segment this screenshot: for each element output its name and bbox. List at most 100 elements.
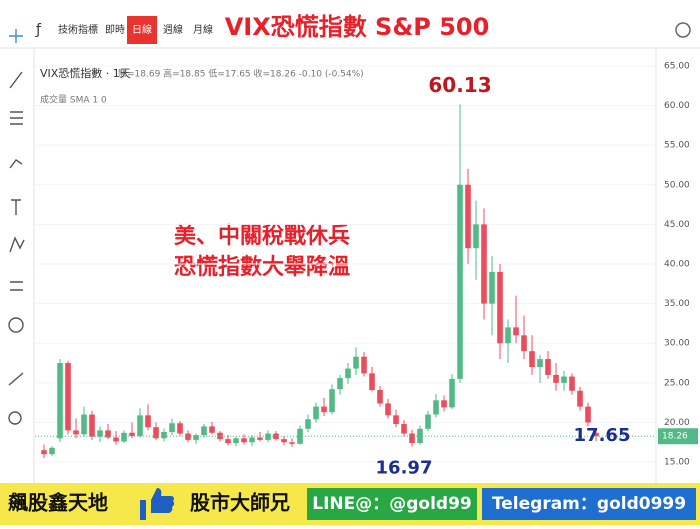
candle-body — [329, 389, 335, 413]
candle-body — [489, 271, 495, 304]
candle-body — [449, 378, 455, 408]
candle-body — [241, 438, 247, 443]
candle-body — [57, 363, 63, 439]
candle-body — [137, 415, 143, 436]
telegram-box[interactable] — [482, 488, 696, 520]
candle-body — [337, 378, 343, 390]
candle-body — [225, 439, 231, 444]
symbol: VIX恐慌指數 · 1天 — [40, 66, 131, 80]
candle-body — [113, 437, 119, 442]
candle-body — [473, 224, 479, 249]
selected-tab — [127, 16, 157, 44]
candle-body — [497, 271, 503, 344]
y-tick-label: 65.00 — [664, 61, 690, 71]
banner-text: 飆股鑫天地 — [8, 491, 108, 515]
candle-body — [409, 433, 415, 444]
candle-body — [401, 424, 407, 434]
y-tick-label: 40.00 — [664, 260, 690, 270]
candle-body — [385, 403, 391, 416]
candle-body — [321, 406, 327, 413]
banner-text: 股市大師兄 — [190, 491, 290, 515]
candle-body — [257, 437, 263, 440]
candle-body — [217, 432, 223, 440]
candle-body — [425, 414, 431, 429]
candle-body — [289, 442, 295, 444]
candle-body — [441, 400, 447, 408]
toolbar-tab[interactable]: 即時 — [105, 24, 125, 36]
candle-body — [233, 438, 239, 444]
y-tick-label: 45.00 — [664, 220, 690, 230]
annotation: 美、中關稅戰休兵 — [174, 223, 350, 249]
candle-body — [369, 373, 375, 390]
y-tick-label: 30.00 — [664, 339, 690, 349]
ohlc-info: 開=18.69 高=18.85 低=17.65 收=18.26 -0.10 (-… — [118, 68, 364, 80]
candle-body — [265, 433, 271, 440]
candle-body — [65, 363, 71, 431]
candle-body — [249, 437, 255, 443]
candle-body — [89, 414, 95, 437]
settings-icon[interactable] — [675, 22, 691, 38]
y-tick-label: 20.00 — [664, 418, 690, 428]
candle-body — [81, 414, 87, 435]
candle-body — [105, 430, 111, 438]
candle-body — [313, 406, 319, 420]
candle-body — [537, 359, 543, 367]
candle-body — [577, 390, 583, 407]
candle-body — [377, 389, 383, 404]
candle-body — [169, 423, 175, 432]
low-label: 16.97 — [376, 457, 433, 478]
candle-body — [193, 435, 199, 440]
candle-body — [201, 426, 207, 436]
candle-body — [97, 430, 103, 437]
candle-body — [393, 415, 399, 425]
candle-body — [345, 368, 351, 379]
tool-icons — [8, 29, 25, 425]
candle-body — [481, 224, 487, 304]
candle-body — [593, 432, 599, 437]
toolbar-tab[interactable]: 週線 — [163, 23, 183, 36]
candle-body — [465, 184, 471, 249]
toolbar-tab[interactable]: 日線 — [132, 23, 152, 36]
price-badge — [658, 428, 698, 445]
candle-body — [361, 356, 367, 374]
candle-body — [585, 406, 591, 423]
price-badge-label: 18.26 — [662, 432, 688, 442]
y-tick-label: 35.00 — [664, 299, 690, 309]
candle-body — [433, 400, 439, 415]
title: VIX恐慌指數 S&P 500 — [225, 13, 490, 41]
candle-body — [129, 432, 135, 436]
candle-body — [73, 430, 79, 435]
y-tick-label: 15.00 — [664, 458, 690, 468]
y-tick-label: 60.00 — [664, 101, 690, 111]
y-tick-label: 50.00 — [664, 180, 690, 190]
candle-body — [177, 423, 183, 434]
candle-body — [121, 432, 127, 442]
banner-text: LINE@：@gold99 — [312, 494, 472, 514]
y-tick-label: 25.00 — [664, 378, 690, 388]
line-box[interactable] — [307, 488, 477, 520]
banner-text: Telegram：gold0999 — [492, 494, 686, 514]
candle-body — [353, 356, 359, 369]
candle-body — [561, 376, 567, 383]
candle-body — [145, 415, 151, 428]
candle-body — [545, 359, 551, 375]
candle-body — [305, 419, 311, 429]
indicator-icon[interactable]: ƒ — [35, 22, 42, 38]
candle-body — [569, 376, 575, 391]
candle-body — [521, 335, 527, 352]
candle-body — [457, 184, 463, 379]
candle-body — [153, 427, 159, 439]
annotation: 恐慌指數大舉降溫 — [174, 254, 350, 280]
toolbar-tab[interactable]: 月線 — [193, 23, 213, 36]
candle-body — [161, 431, 167, 439]
candle-body — [41, 450, 47, 455]
candle-body — [513, 327, 519, 336]
candle-body — [209, 426, 215, 433]
y-tick-label: 55.00 — [664, 141, 690, 151]
toolbar-tab[interactable]: 技術指標 — [58, 23, 98, 36]
thumb-icon — [140, 488, 175, 520]
candle-body — [529, 351, 535, 367]
volume-label: 成交量 SMA 1 0 — [40, 94, 107, 106]
